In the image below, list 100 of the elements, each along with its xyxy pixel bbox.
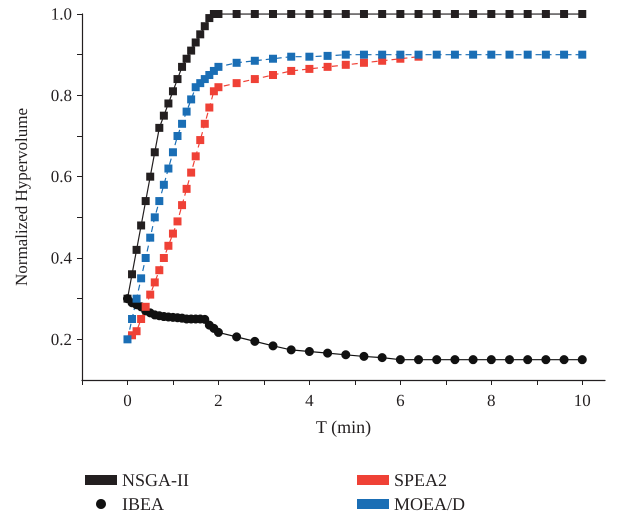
point bbox=[359, 352, 368, 361]
point bbox=[187, 95, 196, 104]
point bbox=[560, 50, 568, 59]
point bbox=[505, 50, 514, 59]
point bbox=[323, 348, 332, 358]
point bbox=[150, 148, 159, 156]
point bbox=[360, 50, 368, 59]
point bbox=[505, 355, 514, 364]
point bbox=[192, 38, 200, 46]
x-tick-label: 2 bbox=[214, 391, 223, 410]
y-tick-label: 0.2 bbox=[50, 330, 72, 349]
point bbox=[174, 217, 182, 226]
y-tick-label: 1.0 bbox=[50, 4, 72, 24]
point bbox=[414, 10, 423, 18]
point bbox=[132, 327, 141, 336]
point bbox=[250, 56, 259, 65]
point bbox=[287, 52, 296, 61]
point bbox=[132, 294, 141, 303]
point bbox=[524, 50, 532, 59]
point bbox=[123, 335, 132, 344]
point bbox=[182, 108, 191, 116]
point bbox=[187, 46, 196, 55]
point bbox=[287, 10, 296, 18]
point bbox=[164, 99, 172, 108]
y-tick-label: 0.6 bbox=[50, 167, 72, 186]
legend-label: MOEA/D bbox=[394, 494, 465, 514]
point bbox=[324, 10, 332, 18]
point bbox=[168, 87, 177, 96]
point bbox=[432, 50, 441, 59]
point bbox=[196, 136, 204, 144]
point bbox=[168, 230, 177, 238]
point bbox=[269, 10, 278, 18]
point bbox=[137, 315, 146, 323]
point bbox=[178, 120, 186, 128]
point bbox=[468, 355, 478, 364]
point bbox=[178, 201, 186, 210]
point bbox=[450, 355, 460, 364]
point bbox=[178, 62, 186, 71]
point bbox=[578, 50, 586, 59]
point bbox=[396, 50, 404, 59]
point bbox=[164, 164, 172, 173]
point bbox=[137, 221, 146, 230]
point bbox=[486, 355, 496, 364]
point bbox=[360, 58, 368, 67]
point bbox=[155, 197, 164, 206]
point bbox=[287, 66, 296, 75]
point bbox=[324, 52, 332, 60]
point bbox=[487, 50, 496, 59]
point bbox=[250, 75, 259, 84]
point bbox=[542, 50, 550, 59]
x-tick-label: 6 bbox=[396, 391, 405, 410]
point bbox=[150, 278, 159, 286]
point bbox=[142, 254, 150, 262]
point bbox=[168, 148, 177, 156]
point bbox=[200, 120, 209, 128]
point bbox=[196, 30, 204, 38]
point bbox=[146, 234, 154, 242]
point bbox=[269, 71, 278, 79]
point bbox=[164, 242, 172, 250]
x-tick-label: 8 bbox=[487, 391, 496, 410]
point bbox=[268, 341, 278, 350]
point bbox=[232, 79, 241, 88]
point bbox=[324, 62, 332, 71]
point bbox=[378, 50, 386, 59]
point bbox=[432, 10, 441, 18]
legend-label: NSGA-II bbox=[122, 470, 189, 490]
point bbox=[160, 254, 168, 262]
point bbox=[250, 336, 260, 346]
point bbox=[432, 355, 442, 364]
point bbox=[232, 10, 241, 18]
point bbox=[450, 50, 459, 59]
point bbox=[150, 213, 159, 222]
point bbox=[578, 10, 586, 18]
point bbox=[341, 350, 350, 360]
point bbox=[192, 152, 200, 160]
point bbox=[155, 266, 164, 274]
point bbox=[487, 10, 496, 18]
point bbox=[469, 10, 478, 18]
point bbox=[305, 52, 314, 61]
point bbox=[342, 10, 350, 18]
point bbox=[146, 172, 154, 181]
point bbox=[128, 315, 136, 323]
point bbox=[396, 355, 405, 364]
x-tick-label: 10 bbox=[574, 391, 591, 410]
point bbox=[560, 10, 568, 18]
point bbox=[450, 10, 459, 18]
point bbox=[137, 274, 146, 282]
point bbox=[214, 328, 223, 337]
point bbox=[505, 10, 514, 18]
point bbox=[160, 112, 168, 120]
x-tick-label: 4 bbox=[305, 391, 314, 410]
point bbox=[182, 54, 191, 63]
point bbox=[396, 10, 404, 18]
point bbox=[414, 355, 424, 364]
point bbox=[469, 50, 478, 59]
x-tick-label: 0 bbox=[123, 391, 132, 410]
point bbox=[232, 332, 242, 342]
point bbox=[578, 355, 587, 364]
point bbox=[269, 54, 278, 63]
point bbox=[524, 10, 532, 18]
